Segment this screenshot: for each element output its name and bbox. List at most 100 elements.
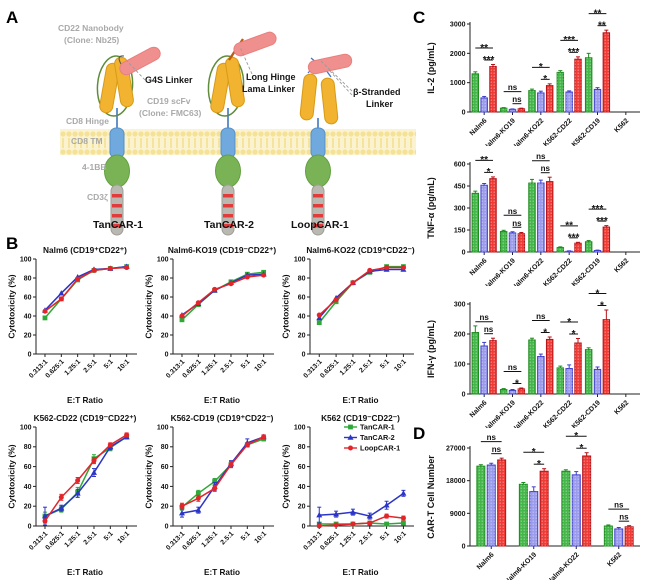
svg-text:5:1: 5:1 [379, 358, 391, 370]
svg-text:TanCAR-1: TanCAR-1 [360, 423, 395, 432]
svg-text:5:1: 5:1 [240, 530, 252, 542]
svg-text:K562-CD19: K562-CD19 [571, 257, 602, 286]
svg-text:300: 300 [454, 206, 466, 213]
svg-text:K562-CD22: K562-CD22 [542, 399, 573, 428]
svg-text:20: 20 [24, 332, 32, 339]
chart-tnf-alpha: 0 150 300 450 600 TNF-α (pg/mL) Nalm6 Nalm6-KO1… [424, 146, 646, 286]
svg-text:Nalm6-KO22: Nalm6-KO22 [546, 551, 580, 580]
svg-text:E:T Ratio: E:T Ratio [343, 568, 379, 577]
svg-text:TNF-α (pg/mL): TNF-α (pg/mL) [426, 177, 436, 239]
svg-text:10:1: 10:1 [393, 358, 408, 373]
label-g4s-linker: G4S Linker [145, 75, 193, 85]
svg-text:*: * [543, 74, 547, 85]
svg-text:0.625:1: 0.625:1 [319, 530, 340, 551]
svg-text:100: 100 [454, 362, 466, 369]
svg-text:100: 100 [20, 256, 32, 263]
svg-text:*: * [543, 327, 547, 338]
svg-text:2.5:1: 2.5:1 [219, 358, 235, 374]
svg-text:*: * [574, 431, 578, 442]
svg-text:***: *** [563, 35, 575, 46]
svg-text:ns: ns [484, 325, 494, 334]
svg-text:1.25:1: 1.25:1 [339, 358, 358, 377]
svg-text:1.25:1: 1.25:1 [339, 530, 358, 549]
svg-text:**: ** [594, 8, 602, 19]
svg-text:ns: ns [619, 513, 629, 522]
svg-text:K562-CD19 (CD19⁺CD22⁻): K562-CD19 (CD19⁺CD22⁻) [171, 413, 274, 423]
construct-name-loopcar1: LoopCAR-1 [291, 219, 349, 231]
svg-text:ns: ns [492, 445, 502, 454]
chart-ifn-gamma: 0 100 200 300 IFN-γ (pg/mL) Nalm6 Nalm6-KO19 Na… [424, 286, 646, 428]
svg-text:0: 0 [462, 392, 466, 399]
svg-text:0.625:1: 0.625:1 [181, 530, 202, 551]
svg-text:*: * [567, 317, 571, 328]
svg-text:3000: 3000 [450, 22, 466, 29]
svg-text:150: 150 [454, 228, 466, 235]
svg-text:*: * [515, 378, 519, 389]
svg-text:2.5:1: 2.5:1 [219, 530, 235, 546]
svg-text:Nalm6 (CD19⁺CD22⁺): Nalm6 (CD19⁺CD22⁺) [43, 245, 127, 255]
svg-text:2.5:1: 2.5:1 [82, 530, 98, 546]
panel-letter-c: C [413, 8, 426, 27]
svg-text:ns: ns [512, 219, 522, 228]
svg-text:40: 40 [298, 313, 306, 320]
svg-text:E:T Ratio: E:T Ratio [204, 396, 240, 405]
svg-text:K562-CD22: K562-CD22 [542, 257, 573, 286]
svg-text:Cytotoxicity (%): Cytotoxicity (%) [7, 274, 17, 338]
svg-text:Nalm6: Nalm6 [469, 257, 489, 277]
panel-letter-b: B [6, 234, 19, 253]
svg-text:Cytotoxicity (%): Cytotoxicity (%) [281, 444, 291, 508]
label-cd8-tm: CD8 TM [71, 136, 103, 146]
svg-text:60: 60 [298, 294, 306, 301]
svg-text:0: 0 [302, 523, 306, 530]
svg-text:20: 20 [161, 504, 169, 511]
svg-text:IL-2 (pg/mL): IL-2 (pg/mL) [426, 42, 436, 94]
svg-text:***: *** [596, 216, 608, 227]
svg-text:*: * [572, 329, 576, 340]
svg-text:1000: 1000 [450, 80, 466, 87]
svg-text:*: * [596, 288, 600, 299]
svg-text:450: 450 [454, 184, 466, 191]
svg-text:1.25:1: 1.25:1 [200, 530, 219, 549]
svg-text:80: 80 [161, 275, 169, 282]
panel-letter-d: D [413, 424, 426, 443]
svg-text:80: 80 [24, 444, 32, 451]
svg-text:Nalm6-KO22 (CD19⁺CD22⁻): Nalm6-KO22 (CD19⁺CD22⁻) [306, 245, 415, 255]
svg-text:***: *** [568, 233, 580, 244]
svg-text:40: 40 [24, 313, 32, 320]
svg-text:0: 0 [165, 523, 169, 530]
svg-text:0: 0 [462, 544, 466, 551]
svg-text:ns: ns [541, 164, 551, 173]
label-cd22-clone: (Clone: Nb25) [64, 35, 120, 45]
svg-text:K562-CD19: K562-CD19 [571, 117, 602, 146]
svg-text:ns: ns [487, 433, 497, 442]
svg-text:K562 (CD19⁻CD22⁻): K562 (CD19⁻CD22⁻) [321, 413, 400, 423]
svg-text:18000: 18000 [446, 478, 466, 485]
svg-text:E:T Ratio: E:T Ratio [204, 568, 240, 577]
svg-text:***: *** [592, 204, 604, 215]
svg-text:Nalm6-KO19: Nalm6-KO19 [504, 551, 538, 580]
label-cd3zeta: CD3ζ [87, 192, 108, 202]
label-cd19-clone: (Clone: FMC63) [139, 108, 202, 118]
svg-text:9000: 9000 [450, 511, 466, 518]
svg-text:ns: ns [536, 152, 546, 161]
svg-text:0.625:1: 0.625:1 [181, 358, 202, 379]
svg-text:*: * [537, 459, 541, 470]
svg-text:*: * [539, 62, 543, 73]
panel-letter-a: A [6, 8, 19, 27]
svg-text:IFN-γ (pg/mL): IFN-γ (pg/mL) [426, 320, 436, 378]
car-construct-diagram [60, 31, 416, 236]
svg-text:0: 0 [28, 523, 32, 530]
svg-text:0: 0 [462, 110, 466, 117]
svg-text:60: 60 [24, 464, 32, 471]
svg-text:0: 0 [302, 351, 306, 358]
svg-text:60: 60 [298, 464, 306, 471]
svg-text:10:1: 10:1 [116, 530, 131, 545]
svg-text:1.25:1: 1.25:1 [63, 530, 82, 549]
svg-text:K562-CD22: K562-CD22 [542, 117, 573, 146]
chart-cytotoxicity-nalm6-ko19: Nalm6-KO19 (CD19⁻CD22⁺) 0 20 40 60 80 100 0.313… [143, 244, 280, 406]
svg-text:***: *** [483, 55, 495, 66]
svg-text:27000: 27000 [446, 446, 466, 453]
label-beta-stranded-1: β-Stranded [353, 87, 401, 97]
svg-text:10:1: 10:1 [393, 530, 408, 545]
svg-text:10:1: 10:1 [253, 530, 268, 545]
